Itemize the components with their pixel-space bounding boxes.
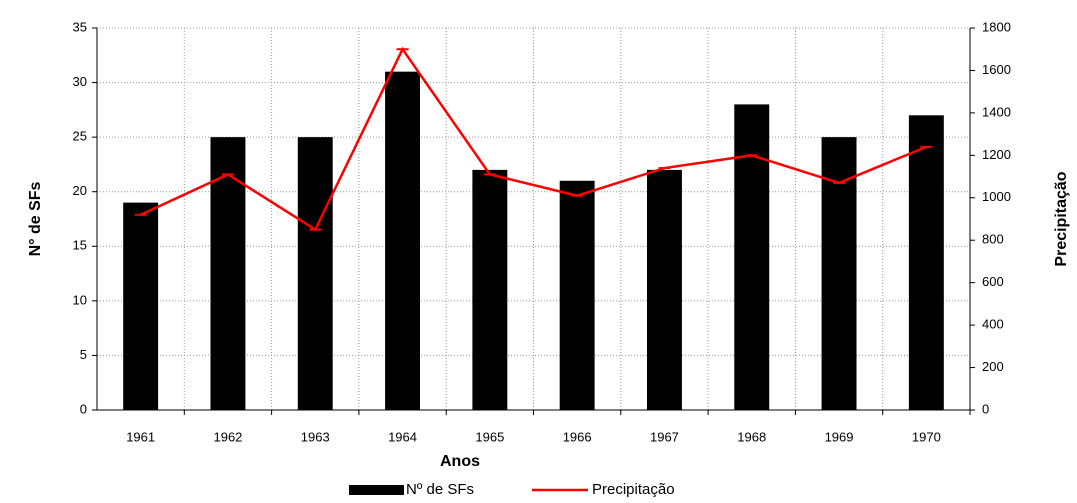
y2-tick-label: 1200	[982, 147, 1011, 162]
x-tick-label: 1963	[301, 429, 330, 444]
x-tick-label: 1970	[912, 429, 941, 444]
y2-axis-title: Precipitação	[1053, 171, 1070, 266]
y-tick-label: 0	[80, 401, 87, 416]
y-tick-label: 30	[73, 74, 87, 89]
bar	[123, 202, 159, 410]
y-tick-label: 5	[80, 347, 87, 362]
legend-label: Precipitação	[592, 481, 675, 498]
y2-tick-label: 1000	[982, 189, 1011, 204]
y-tick-label: 10	[73, 292, 87, 307]
bar	[734, 104, 770, 411]
y2-tick-label: 600	[982, 274, 1004, 289]
bar	[559, 180, 595, 410]
y-tick-label: 15	[73, 238, 87, 253]
y2-tick-label: 200	[982, 359, 1004, 374]
x-axis-title: Anos	[440, 453, 480, 470]
bar	[210, 137, 246, 410]
y-tick-label: 20	[73, 183, 87, 198]
y-tick-label: 25	[73, 129, 87, 144]
bar	[385, 71, 421, 411]
y2-tick-label: 1800	[982, 19, 1011, 34]
y2-tick-label: 400	[982, 317, 1004, 332]
y2-tick-label: 1400	[982, 104, 1011, 119]
x-tick-label: 1964	[388, 429, 417, 444]
y2-tick-label: 800	[982, 232, 1004, 247]
x-tick-label: 1966	[563, 429, 592, 444]
x-tick-label: 1962	[213, 429, 242, 444]
line	[140, 46, 927, 232]
bar	[297, 137, 333, 410]
y-tick-label: 35	[73, 19, 87, 34]
y-axis-title: N° de SFs	[27, 181, 44, 256]
bar	[472, 169, 508, 410]
bar	[646, 169, 682, 410]
legend-label: Nº de SFs	[406, 481, 474, 498]
x-tick-label: 1965	[475, 429, 504, 444]
y2-tick-label: 0	[982, 401, 989, 416]
x-tick-label: 1968	[737, 429, 766, 444]
x-tick-label: 1961	[126, 429, 155, 444]
x-tick-label: 1967	[650, 429, 679, 444]
legend-swatch	[349, 485, 404, 495]
bar	[908, 115, 944, 411]
x-tick-label: 1969	[825, 429, 854, 444]
y2-tick-label: 1600	[982, 62, 1011, 77]
